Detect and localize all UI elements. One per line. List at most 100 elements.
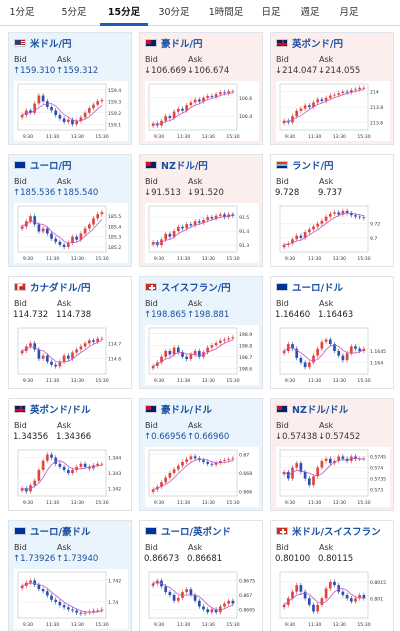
candlestick-chart[interactable]: 114.7 114.6 9:30 11:30 13:30 15:30 — [14, 325, 128, 385]
pair-name[interactable]: NZドル/円 — [161, 161, 208, 172]
candlestick-chart[interactable]: 0.5745 0.574 0.5735 0.573 9:30 11:30 13:30 15:3… — [276, 447, 390, 507]
candlestick-chart[interactable]: 1.1645 1.164 9:30 11:30 13:30 15:30 — [276, 325, 390, 385]
pair-title[interactable]: 英ポンド/ドル — [14, 402, 90, 416]
pair-title[interactable]: ユーロ/豪ドル — [14, 524, 90, 538]
ask-label: Ask — [57, 421, 72, 430]
pair-title[interactable]: NZドル/ドル — [276, 402, 348, 416]
candlestick-chart[interactable]: 9.72 9.7 9:30 11:30 13:30 15:30 — [276, 203, 390, 263]
pair-name[interactable]: 豪ドル/ドル — [161, 405, 212, 416]
pair-title[interactable]: 米ドル/スイスフラン — [276, 524, 381, 538]
pair-name[interactable]: ユーロ/豪ドル — [30, 527, 91, 538]
pair-name[interactable]: NZドル/ドル — [292, 405, 349, 416]
tab-1[interactable]: 1分足 — [9, 7, 35, 18]
x-tick-label: 9:30 — [154, 134, 164, 140]
pair-title[interactable]: ユーロ/円 — [14, 158, 71, 172]
rate-card[interactable]: ユーロ/英ポンド Bid Ask 0.86673 0.86681 0.8675 0.867 0… — [139, 520, 263, 631]
pair-name[interactable]: ユーロ/英ポンド — [161, 527, 231, 538]
candle-body — [66, 607, 70, 610]
rate-card[interactable]: 英ポンド/ドル Bid Ask 1.34356 1.34366 1.344 1.343 1.3… — [8, 398, 132, 511]
candle-body — [33, 343, 37, 350]
candle-body — [231, 600, 235, 604]
pair-title[interactable]: ユーロ/ドル — [276, 280, 343, 294]
candle-body — [210, 95, 214, 97]
pair-name[interactable]: 英ポンド/円 — [292, 39, 343, 50]
pair-title[interactable]: NZドル/円 — [145, 158, 208, 172]
candle-body — [299, 235, 303, 238]
candle-body — [349, 90, 353, 93]
ask-value: 9.737 — [318, 188, 343, 198]
pair-name[interactable]: 米ドル/円 — [30, 39, 72, 50]
candlestick-chart[interactable]: 198.9 198.8 198.7 198.6 9:30 11:30 13:30 15:30 — [145, 325, 259, 385]
rate-card[interactable]: ユーロ/円 Bid Ask ↑185.536 ↑185.540 185.5 185.4 185… — [8, 154, 132, 267]
rate-card[interactable]: ユーロ/豪ドル Bid Ask ↑1.73926 ↑1.73940 1.742 1.74 9:… — [8, 520, 132, 631]
tab-7[interactable]: 週足 — [300, 7, 320, 18]
candle-body — [206, 461, 210, 464]
tab-3[interactable]: 15分足 — [100, 0, 148, 26]
rate-card[interactable]: NZドル/ドル Bid Ask ↓0.57438 ↓0.57452 0.5745 0.574… — [270, 398, 394, 511]
pair-name[interactable]: 豪ドル/円 — [161, 39, 203, 50]
pair-title[interactable]: 豪ドル/円 — [145, 36, 202, 50]
pair-name[interactable]: ランド/円 — [292, 161, 334, 172]
bid-value: 0.80100 — [275, 554, 311, 564]
rate-card[interactable]: 米ドル/スイスフラン Bid Ask 0.80100 0.80115 0.8015 0.80… — [270, 520, 394, 631]
candlestick-chart[interactable]: 1.344 1.343 1.342 9:30 11:30 13:30 15:30 — [14, 447, 128, 507]
x-tick-label: 15:30 — [226, 256, 239, 262]
candlestick-chart[interactable]: 0.8675 0.867 0.8665 9:30 11:30 13:30 15:30 — [145, 569, 259, 629]
candle-body — [354, 456, 357, 459]
candle-body — [185, 459, 189, 462]
x-tick-label: 13:30 — [71, 256, 84, 262]
rate-card[interactable]: NZドル/円 Bid Ask ↓91.513 ↓91.520 91.5 91.4 91.3 9:… — [139, 154, 263, 267]
tab-6[interactable]: 日足 — [261, 7, 281, 18]
pair-title[interactable]: ランド/円 — [276, 158, 333, 172]
rate-card[interactable]: 米ドル/円 Bid Ask ↑159.310 ↑159.312 159.4 159.3 159… — [8, 32, 132, 145]
candle-body — [223, 214, 226, 218]
x-tick-label: 13:30 — [202, 134, 215, 140]
tab-4[interactable]: 30分足 — [158, 7, 190, 18]
bid-value: ↑198.865 — [144, 310, 187, 320]
candle-body — [164, 351, 168, 357]
candlestick-chart[interactable]: 159.4 159.3 159.2 159.1 9:30 11:30 13:30 15:30 — [14, 81, 128, 141]
candle-body — [189, 354, 193, 360]
candlestick-chart[interactable]: 0.67 0.668 0.666 9:30 11:30 13:30 15:30 — [145, 447, 259, 507]
x-tick-label: 15:30 — [357, 134, 370, 140]
candle-body — [193, 351, 197, 355]
rate-card[interactable]: ランド/円 Bid Ask 9.728 9.737 9.72 9.7 9:30 11:30 13:… — [270, 154, 394, 267]
rate-card[interactable]: 英ポンド/円 Bid Ask ↓214.047 ↓214.055 214 213.8 213.… — [270, 32, 394, 145]
candlestick-chart[interactable]: 0.8015 0.801 9:30 11:30 13:30 15:30 — [276, 569, 390, 629]
rate-card[interactable]: ユーロ/ドル Bid Ask 1.16460 1.16463 1.1645 1.164 9:3… — [270, 276, 394, 389]
candlestick-chart[interactable]: 106.6 106.4 9:30 11:30 13:30 15:30 — [145, 81, 259, 141]
pair-name[interactable]: 英ポンド/ドル — [30, 405, 91, 416]
pair-name[interactable]: カナダドル/円 — [30, 283, 91, 294]
candlestick-chart[interactable]: 214 213.8 213.6 9:30 11:30 13:30 15:30 — [276, 81, 390, 141]
candle-body — [333, 581, 336, 586]
pair-name[interactable]: 米ドル/スイスフラン — [292, 527, 381, 538]
pair-title[interactable]: カナダドル/円 — [14, 280, 90, 294]
pair-title[interactable]: 英ポンド/円 — [276, 36, 343, 50]
pair-name[interactable]: スイスフラン/円 — [161, 283, 231, 294]
ask-value: ↑185.540 — [56, 188, 99, 198]
pair-name[interactable]: ユーロ/ドル — [292, 283, 343, 294]
pair-name[interactable]: ユーロ/円 — [30, 161, 72, 172]
pair-title[interactable]: 米ドル/円 — [14, 36, 71, 50]
tab-5[interactable]: 1時間足 — [208, 7, 244, 18]
tab-2[interactable]: 5分足 — [61, 7, 87, 18]
rate-card[interactable]: スイスフラン/円 Bid Ask ↑198.865 ↑198.881 198.9 198.8… — [139, 276, 263, 389]
candle-body — [79, 346, 83, 350]
candle-body — [71, 609, 74, 611]
tab-8[interactable]: 月足 — [339, 7, 359, 18]
rate-card[interactable]: 豪ドル/円 Bid Ask ↓106.669 ↓106.674 106.6 106.4 9:3… — [139, 32, 263, 145]
pair-title[interactable]: ユーロ/英ポンド — [145, 524, 231, 538]
y-tick-label: 159.2 — [108, 111, 121, 117]
y-tick-label: 1.342 — [108, 486, 121, 492]
candle-body — [37, 584, 41, 590]
candle-body — [176, 108, 180, 112]
candlestick-chart[interactable]: 185.5 185.4 185.3 185.2 9:30 11:30 13:30 15:30 — [14, 203, 128, 263]
pair-title[interactable]: スイスフラン/円 — [145, 280, 231, 294]
ask-label: Ask — [188, 177, 203, 186]
candle-body — [83, 112, 87, 118]
rate-card[interactable]: 豪ドル/ドル Bid Ask ↑0.66956 ↑0.66960 0.67 0.668 0.6… — [139, 398, 263, 511]
pair-title[interactable]: 豪ドル/ドル — [145, 402, 212, 416]
candlestick-chart[interactable]: 1.742 1.74 9:30 11:30 13:30 15:30 — [14, 569, 128, 629]
candlestick-chart[interactable]: 91.5 91.4 91.3 9:30 11:30 13:30 15:30 — [145, 203, 259, 263]
rate-card[interactable]: カナダドル/円 Bid Ask 114.732 114.738 114.7 114.6 9:3… — [8, 276, 132, 389]
